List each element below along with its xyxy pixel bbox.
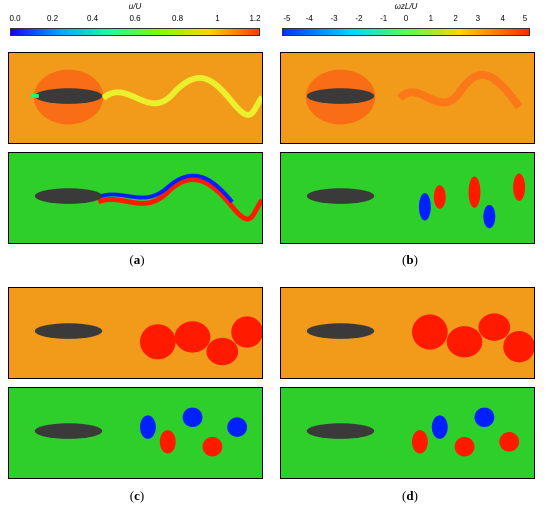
panel-c-velocity [8,287,263,379]
subfigure-label-a: (a) [129,252,145,267]
colorbar-tick: 1 [215,14,220,23]
body-shape [34,88,103,104]
body-shape [34,323,103,339]
colorbar-tick: 0.8 [171,14,184,23]
body-shape [306,423,375,439]
velocity-field [9,288,262,378]
colorbar-title: ωzL/U [394,2,418,11]
velocity-field [9,53,262,143]
colorbar-tick: -1 [380,14,388,23]
velocity-colorbar: u/U 0.0 0.2 0.4 0.6 0.8 1 1.2 [9,0,261,42]
colorbar-tick: 5 [522,14,528,23]
subfigure-label-d: (d) [402,488,418,503]
colorbar-gradient [282,28,530,36]
colorbar-tick: -4 [305,14,313,23]
body-shape [306,188,375,204]
panel-a-velocity [8,52,263,144]
vorticity-field [9,388,262,478]
panel-b-velocity [280,52,535,144]
colorbar-gradient [10,28,260,36]
colorbar-ticks: 0.0 0.2 0.4 0.6 0.8 1 1.2 [9,14,261,24]
panel-d-velocity [280,287,535,379]
colorbar-title: u/U [128,2,142,11]
vorticity-field [281,388,534,478]
colorbar-tick: 0 [403,14,409,23]
panel-c-vorticity [8,387,263,479]
colorbar-tick: -3 [330,14,338,23]
colorbar-tick: 0.6 [129,14,141,23]
colorbar-tick: 2 [453,14,458,23]
colorbar-tick: 0.2 [46,14,59,23]
vorticity-colorbar: ωzL/U -5 -4 -3 -2 -1 0 1 2 3 4 5 [282,0,530,42]
subfigure-label-c: (c) [129,488,145,503]
velocity-field [281,288,534,378]
velocity-field [281,53,534,143]
colorbar-tick: 4 [500,14,505,23]
body-shape [34,423,103,439]
body-shape [306,323,375,339]
colorbar-ticks: -5 -4 -3 -2 -1 0 1 2 3 4 5 [282,14,530,24]
colorbar-tick: -5 [283,14,291,23]
subfigure-label-b: (b) [402,252,418,267]
panel-d-vorticity [280,387,535,479]
colorbar-tick: 0.4 [86,14,99,23]
colorbar-tick: 3 [475,14,481,23]
colorbar-tick: -2 [355,14,363,23]
body-shape [306,88,375,104]
colorbar-tick: 1 [428,14,434,23]
colorbar-tick: 1.2 [249,14,261,23]
body-shape [34,188,103,204]
vorticity-field [281,153,534,243]
panel-b-vorticity [280,152,535,244]
vorticity-field [9,153,262,243]
panel-a-vorticity [8,152,263,244]
colorbar-tick: 0.0 [9,14,21,23]
